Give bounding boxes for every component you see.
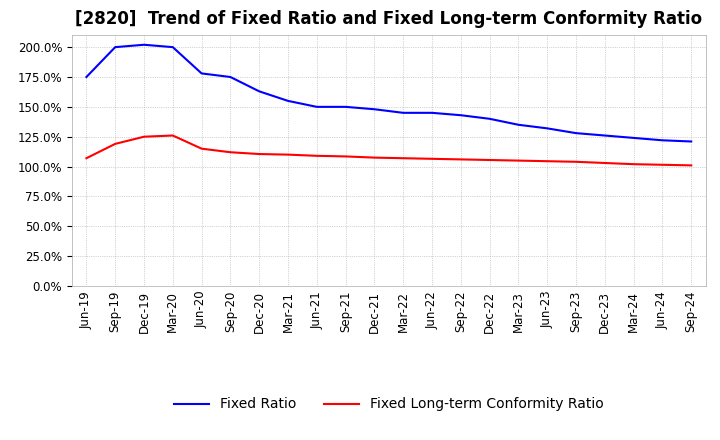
Fixed Ratio [197, 71, 206, 76]
Fixed Long-term Conformity Ratio [168, 133, 177, 138]
Fixed Long-term Conformity Ratio [341, 154, 350, 159]
Fixed Ratio [572, 131, 580, 136]
Legend: Fixed Ratio, Fixed Long-term Conformity Ratio: Fixed Ratio, Fixed Long-term Conformity … [168, 392, 609, 417]
Fixed Ratio [226, 74, 235, 80]
Fixed Ratio [514, 122, 523, 128]
Fixed Ratio [370, 106, 379, 112]
Fixed Ratio [312, 104, 321, 110]
Fixed Ratio [399, 110, 408, 115]
Fixed Long-term Conformity Ratio [428, 156, 436, 161]
Fixed Long-term Conformity Ratio [687, 163, 696, 168]
Fixed Long-term Conformity Ratio [140, 134, 148, 139]
Line: Fixed Long-term Conformity Ratio: Fixed Long-term Conformity Ratio [86, 136, 691, 165]
Fixed Long-term Conformity Ratio [399, 156, 408, 161]
Fixed Long-term Conformity Ratio [111, 141, 120, 147]
Fixed Ratio [140, 42, 148, 48]
Fixed Ratio [687, 139, 696, 144]
Title: [2820]  Trend of Fixed Ratio and Fixed Long-term Conformity Ratio: [2820] Trend of Fixed Ratio and Fixed Lo… [75, 10, 703, 28]
Fixed Long-term Conformity Ratio [514, 158, 523, 163]
Fixed Ratio [168, 44, 177, 50]
Fixed Ratio [255, 89, 264, 94]
Fixed Ratio [111, 44, 120, 50]
Fixed Long-term Conformity Ratio [600, 160, 609, 165]
Fixed Ratio [341, 104, 350, 110]
Fixed Ratio [543, 126, 552, 131]
Fixed Long-term Conformity Ratio [284, 152, 292, 157]
Fixed Long-term Conformity Ratio [485, 158, 494, 163]
Fixed Long-term Conformity Ratio [456, 157, 465, 162]
Fixed Long-term Conformity Ratio [82, 156, 91, 161]
Fixed Long-term Conformity Ratio [312, 153, 321, 158]
Fixed Long-term Conformity Ratio [572, 159, 580, 165]
Fixed Ratio [600, 133, 609, 138]
Fixed Long-term Conformity Ratio [658, 162, 667, 167]
Fixed Long-term Conformity Ratio [543, 158, 552, 164]
Fixed Ratio [658, 138, 667, 143]
Fixed Ratio [629, 135, 638, 140]
Fixed Long-term Conformity Ratio [629, 161, 638, 167]
Fixed Long-term Conformity Ratio [226, 150, 235, 155]
Fixed Ratio [284, 98, 292, 103]
Fixed Long-term Conformity Ratio [370, 155, 379, 160]
Line: Fixed Ratio: Fixed Ratio [86, 45, 691, 142]
Fixed Ratio [82, 74, 91, 80]
Fixed Long-term Conformity Ratio [197, 146, 206, 151]
Fixed Ratio [485, 116, 494, 121]
Fixed Long-term Conformity Ratio [255, 151, 264, 157]
Fixed Ratio [428, 110, 436, 115]
Fixed Ratio [456, 113, 465, 118]
